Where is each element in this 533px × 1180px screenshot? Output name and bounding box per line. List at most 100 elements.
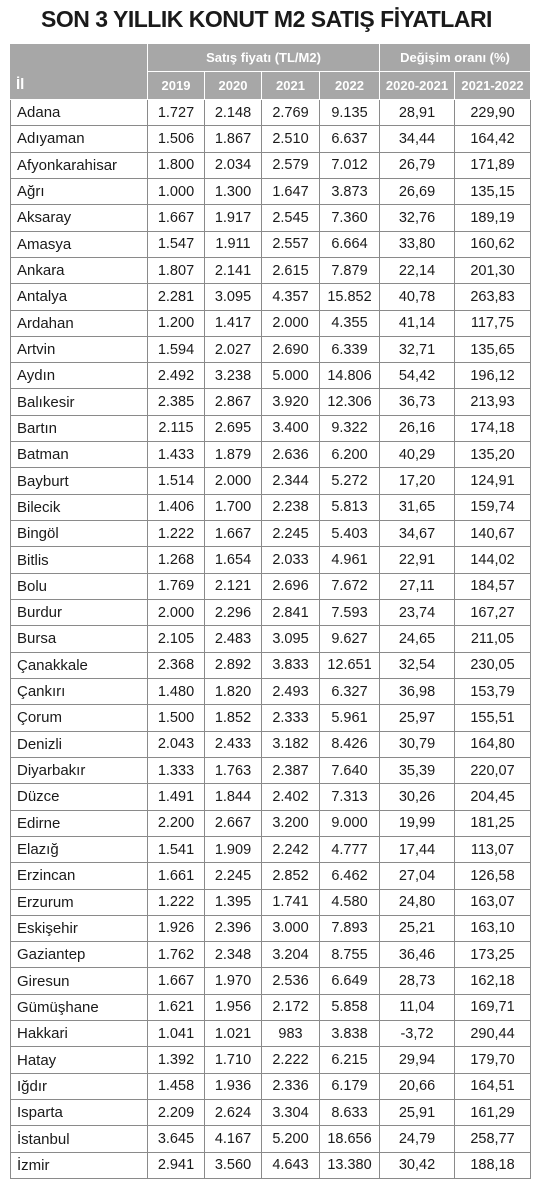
value-cell: 7.879 [320, 257, 380, 285]
province-cell: Aydın [10, 363, 148, 390]
value-cell: 7.672 [320, 573, 380, 601]
value-cell: 2.344 [262, 468, 320, 495]
value-cell: 3.238 [205, 363, 262, 390]
value-cell: 1.844 [205, 784, 262, 811]
value-cell: 2.396 [205, 915, 262, 943]
value-cell: 1.852 [205, 705, 262, 732]
value-cell: 2.245 [262, 521, 320, 548]
value-cell: 1.820 [205, 678, 262, 706]
value-cell: 2.209 [148, 1100, 205, 1127]
value-cell: 9.322 [320, 415, 380, 443]
value-cell: 2.296 [205, 600, 262, 627]
value-cell: 6.327 [320, 678, 380, 706]
value-cell: 2.033 [262, 547, 320, 574]
value-cell: 1.621 [148, 994, 205, 1022]
value-cell: 1.500 [148, 705, 205, 732]
value-cell: 1.200 [148, 310, 205, 337]
value-cell: 5.813 [320, 494, 380, 522]
value-cell: 173,25 [455, 942, 531, 969]
value-cell: 263,83 [455, 284, 531, 311]
value-cell: 27,04 [380, 863, 455, 890]
value-cell: 2.034 [205, 152, 262, 179]
value-cell: 153,79 [455, 678, 531, 706]
value-cell: 4.580 [320, 889, 380, 916]
value-cell: 161,29 [455, 1100, 531, 1127]
value-cell: 211,05 [455, 626, 531, 653]
value-cell: 2.624 [205, 1100, 262, 1127]
value-cell: 1.762 [148, 942, 205, 969]
value-cell: 2.510 [262, 126, 320, 153]
value-cell: 2.690 [262, 336, 320, 364]
value-cell: 3.833 [262, 652, 320, 679]
value-cell: 1.000 [148, 178, 205, 206]
value-cell: 2.245 [205, 863, 262, 890]
value-cell: 2.115 [148, 415, 205, 443]
value-cell: 3.304 [262, 1100, 320, 1127]
value-cell: 40,29 [380, 442, 455, 469]
value-cell: 12.651 [320, 652, 380, 679]
value-cell: 2.200 [148, 810, 205, 837]
value-cell: 3.400 [262, 415, 320, 443]
value-cell: 2.000 [148, 600, 205, 627]
province-cell: Isparta [10, 1100, 148, 1127]
column-header: 2022 [320, 72, 380, 100]
value-cell: 1.480 [148, 678, 205, 706]
value-cell: 3.095 [205, 284, 262, 311]
province-cell: Erzurum [10, 889, 148, 916]
column-header: İl [10, 44, 148, 100]
value-cell: 5.200 [262, 1126, 320, 1153]
value-cell: 2.402 [262, 784, 320, 811]
province-cell: Amasya [10, 231, 148, 258]
value-cell: 2.492 [148, 363, 205, 390]
value-cell: 28,73 [380, 968, 455, 995]
value-cell: 7.360 [320, 205, 380, 232]
value-cell: 28,91 [380, 100, 455, 127]
province-cell: Burdur [10, 600, 148, 627]
value-cell: 20,66 [380, 1073, 455, 1101]
value-cell: 30,79 [380, 731, 455, 758]
value-cell: 163,10 [455, 915, 531, 943]
value-cell: 2.941 [148, 1152, 205, 1179]
value-cell: 7.313 [320, 784, 380, 811]
value-cell: 22,91 [380, 547, 455, 574]
value-cell: 1.667 [148, 968, 205, 995]
value-cell: 1.417 [205, 310, 262, 337]
value-cell: 1.769 [148, 573, 205, 601]
value-cell: 8.633 [320, 1100, 380, 1127]
value-cell: 2.667 [205, 810, 262, 837]
value-cell: 26,79 [380, 152, 455, 179]
value-cell: 22,14 [380, 257, 455, 285]
value-cell: 24,80 [380, 889, 455, 916]
value-cell: 7.012 [320, 152, 380, 179]
column-header: 2020 [205, 72, 262, 100]
value-cell: 32,71 [380, 336, 455, 364]
province-cell: Batman [10, 442, 148, 469]
value-cell: 2.141 [205, 257, 262, 285]
value-cell: 2.281 [148, 284, 205, 311]
value-cell: 2.000 [205, 468, 262, 495]
value-cell: 3.560 [205, 1152, 262, 1179]
value-cell: 1.222 [148, 889, 205, 916]
value-cell: 1.021 [205, 1021, 262, 1048]
value-cell: 162,18 [455, 968, 531, 995]
value-cell: 164,51 [455, 1073, 531, 1101]
province-cell: Eskişehir [10, 915, 148, 943]
province-cell: Gümüşhane [10, 994, 148, 1022]
value-cell: 144,02 [455, 547, 531, 574]
value-cell: 6.664 [320, 231, 380, 258]
value-cell: 1.710 [205, 1047, 262, 1074]
value-cell: 4.355 [320, 310, 380, 337]
value-cell: 2.121 [205, 573, 262, 601]
value-cell: 2.043 [148, 731, 205, 758]
value-cell: 1.547 [148, 231, 205, 258]
value-cell: 1.867 [205, 126, 262, 153]
value-cell: 164,80 [455, 731, 531, 758]
province-cell: Çankırı [10, 678, 148, 706]
value-cell: 2.696 [262, 573, 320, 601]
value-cell: 32,54 [380, 652, 455, 679]
value-cell: 1.727 [148, 100, 205, 127]
value-cell: 3.838 [320, 1021, 380, 1048]
column-header: 2021 [262, 72, 320, 100]
value-cell: 19,99 [380, 810, 455, 837]
